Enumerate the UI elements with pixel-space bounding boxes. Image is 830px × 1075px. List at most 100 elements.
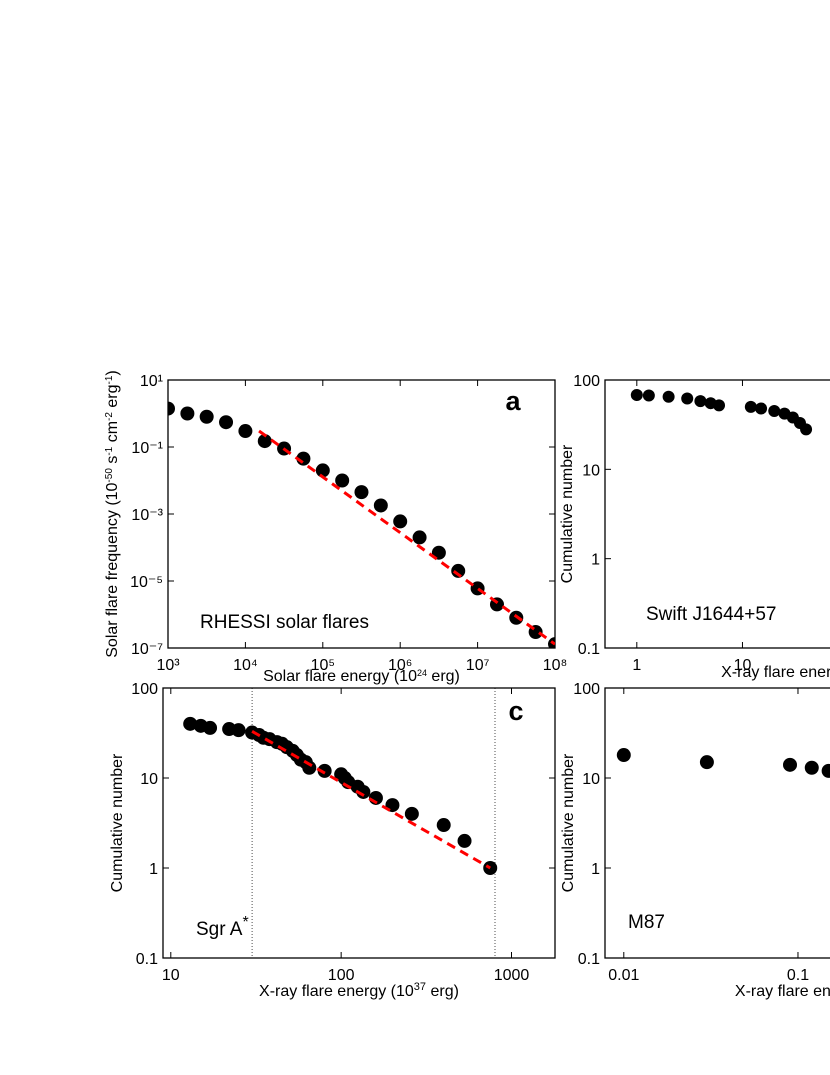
x-tick-label: 1000: [494, 967, 530, 984]
annotation: Sgr A*: [196, 914, 249, 941]
y-axis-label-part: -1: [104, 375, 115, 384]
y-axis-label-part: ): [104, 370, 121, 375]
x-tick-label: 10: [734, 657, 752, 674]
annotation-part: Swift J1644+57: [646, 604, 776, 625]
plot-area: [168, 401, 555, 648]
y-axis-label-part: -50: [104, 468, 115, 483]
x-axis-label-part: X-ray flare energy (10: [259, 983, 414, 1000]
y-axis-label-part: Cumulative number: [109, 753, 126, 892]
annotation: Swift J1644+57: [646, 604, 776, 625]
data-point: [356, 784, 371, 799]
annotation: M87: [628, 912, 665, 933]
data-point: [681, 392, 694, 405]
x-axis-label-part: X-ray flare energy: [735, 983, 830, 1000]
plot-frame: [604, 379, 830, 649]
annotation-part: Sgr A: [196, 919, 243, 940]
y-tick-label: 100: [573, 681, 600, 698]
annotation-part: RHESSI solar flares: [200, 612, 369, 633]
data-point: [699, 755, 714, 770]
y-tick-label: 100: [131, 681, 158, 698]
x-tick-label: 10⁸: [543, 657, 568, 674]
y-axis-label: Cumulative number: [560, 753, 577, 892]
y-tick-label: 1: [149, 861, 158, 878]
x-axis-label-part: erg): [427, 668, 460, 685]
x-axis-label: Solar flare energy (1024 erg): [263, 668, 460, 685]
y-tick-label: 10: [582, 771, 600, 788]
plot-area: [616, 748, 830, 778]
x-tick-label: 10⁷: [466, 657, 490, 674]
data-point: [183, 716, 198, 731]
plot-area: [630, 388, 813, 436]
panel-label: a: [505, 386, 521, 416]
data-point: [302, 760, 317, 775]
y-tick-label: 10⁻¹: [131, 440, 163, 457]
data-point: [373, 498, 388, 513]
data-point: [451, 563, 466, 578]
y-tick-label: 1: [591, 861, 600, 878]
y-axis-label: Cumulative number: [109, 753, 126, 892]
y-tick-label: 0.1: [578, 951, 600, 968]
y-tick-label: 10: [582, 462, 600, 479]
data-point: [457, 833, 472, 848]
data-point: [412, 530, 427, 545]
y-axis-label-part: Cumulative number: [559, 444, 576, 583]
x-axis-label-part: Solar flare energy (10: [263, 668, 417, 685]
fit-line: [258, 429, 555, 646]
x-axis-label-part: X-ray flare energy (10: [721, 664, 830, 681]
data-point: [616, 748, 631, 763]
annotation-part: *: [242, 914, 248, 931]
plot-frame: [604, 687, 830, 959]
x-axis-label-part: 24: [417, 668, 427, 678]
data-point: [436, 818, 451, 833]
data-point: [821, 763, 830, 778]
data-point: [630, 388, 643, 401]
y-axis-label-part: erg: [104, 384, 121, 412]
x-tick-label: 100: [328, 967, 355, 984]
data-point: [694, 395, 707, 408]
y-tick-label: 10⁻³: [131, 507, 163, 524]
data-point: [662, 390, 675, 403]
data-point: [800, 423, 813, 436]
y-axis-label-part: -1: [104, 446, 115, 455]
data-point: [768, 404, 781, 417]
x-tick-label: 10³: [156, 657, 180, 674]
y-tick-label: 100: [573, 373, 600, 390]
data-point: [335, 473, 350, 488]
data-point: [238, 424, 253, 439]
data-point: [354, 485, 369, 500]
x-tick-label: 10⁴: [233, 657, 258, 674]
data-point: [219, 415, 234, 430]
x-axis-label: X-ray flare energy (1037 erg): [259, 981, 459, 1000]
y-tick-label: 1: [591, 552, 600, 569]
x-tick-label: 10⁵: [311, 657, 335, 674]
annotation-part: M87: [628, 912, 665, 933]
x-tick-label: 1: [632, 657, 641, 674]
fit-line: [251, 730, 491, 870]
data-point: [199, 409, 214, 424]
data-point: [783, 757, 798, 772]
y-tick-label: 10⁻⁵: [130, 574, 163, 591]
x-tick-label: 0.1: [787, 967, 809, 984]
data-point: [404, 806, 419, 821]
y-tick-label: 10⁻⁷: [131, 641, 163, 658]
y-axis-label-part: Solar flare frequency (10: [104, 482, 121, 657]
x-axis-label-part: erg): [426, 983, 459, 1000]
y-tick-label: 10¹: [140, 373, 163, 390]
annotation: RHESSI solar flares: [200, 612, 369, 633]
y-axis-label-part: -2: [104, 412, 115, 421]
data-point: [168, 401, 175, 416]
data-point: [804, 760, 819, 775]
y-axis-label-part: cm: [104, 421, 121, 447]
data-point: [393, 514, 408, 529]
y-axis-label-part: Cumulative number: [560, 753, 577, 892]
y-tick-label: 0.1: [136, 951, 158, 968]
panel-label: c: [508, 696, 523, 726]
data-point: [231, 723, 246, 738]
plot-frame: [162, 687, 556, 959]
y-tick-label: 10: [140, 771, 158, 788]
data-point: [755, 402, 768, 415]
x-axis-label: X-ray flare energy (10: [721, 664, 830, 681]
x-tick-label: 10⁶: [388, 657, 412, 674]
